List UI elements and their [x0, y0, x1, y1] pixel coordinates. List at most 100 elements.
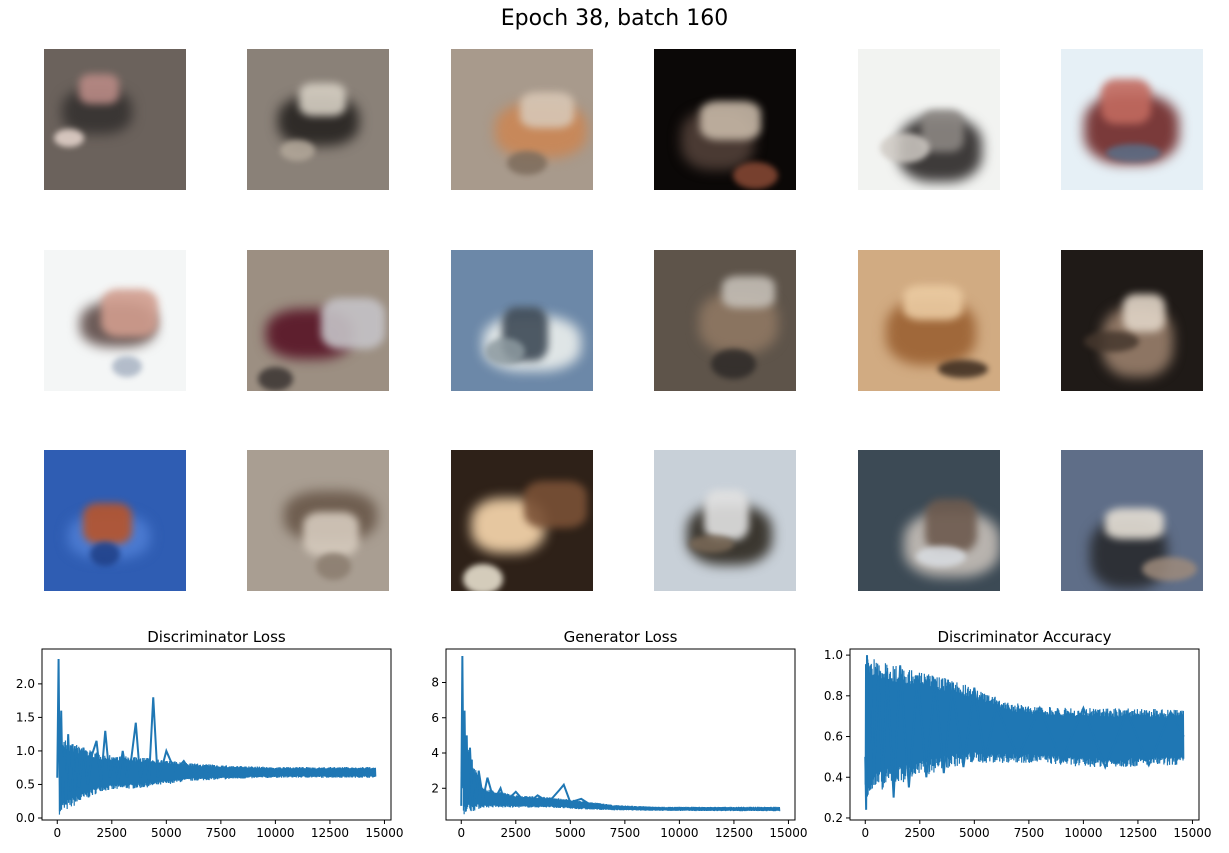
generated-sample-image — [654, 49, 796, 190]
generated-sample-image — [247, 250, 389, 391]
figure-title: Epoch 38, batch 160 — [500, 6, 729, 31]
x-tick-label: 5000 — [555, 826, 586, 840]
image-region — [101, 289, 158, 337]
generated-sample-image — [451, 250, 593, 391]
chart-2: Discriminator Accuracy 0 2500 5000 7500 10000… — [824, 628, 1212, 840]
generated-sample-image — [858, 250, 1000, 391]
chart-frame — [41, 648, 392, 821]
y-tick-label: 1.0 — [16, 744, 35, 758]
chart-plot-area — [56, 659, 377, 815]
series-line — [56, 659, 374, 812]
chart-frame — [445, 648, 796, 821]
image-region — [316, 553, 351, 580]
generated-sample-image — [451, 450, 593, 591]
x-tick-label: 2500 — [97, 826, 128, 840]
x-tick-label: 15000 — [365, 826, 403, 840]
x-tick-label: 0 — [53, 826, 61, 840]
generated-sample-image — [1061, 450, 1203, 591]
y-tick-label: 0.8 — [824, 689, 843, 703]
x-tick-label: 10000 — [660, 826, 698, 840]
x-tick-label: 10000 — [1064, 826, 1102, 840]
image-region — [112, 356, 142, 377]
x-tick-label: 0 — [457, 826, 465, 840]
generated-sample-image — [44, 49, 186, 190]
image-region — [258, 367, 293, 391]
x-tick-label: 10000 — [256, 826, 294, 840]
y-tick-label: 4 — [431, 746, 439, 760]
y-tick-label: 2.0 — [16, 677, 35, 691]
image-region — [524, 481, 587, 528]
image-region — [299, 83, 346, 116]
image-region — [79, 74, 119, 104]
image-region — [1142, 557, 1197, 581]
y-tick-label: 2 — [431, 781, 439, 795]
generated-sample-image — [44, 250, 186, 391]
image-region — [83, 503, 132, 544]
generated-sample-image — [247, 450, 389, 591]
y-tick-label: 0.5 — [16, 777, 35, 791]
generated-sample-image — [858, 49, 1000, 190]
chart-plot-area — [864, 655, 1185, 810]
generated-sample-image — [44, 450, 186, 591]
series-line — [864, 655, 1185, 810]
image-region — [1084, 331, 1139, 352]
generated-sample-image — [247, 49, 389, 190]
y-tick-label: 1.5 — [16, 710, 35, 724]
image-region — [704, 490, 749, 540]
image-region — [711, 349, 756, 379]
series-noise-trace — [462, 738, 781, 815]
image-region — [880, 133, 930, 163]
image-region — [1106, 144, 1161, 162]
x-tick-label: 7500 — [610, 826, 641, 840]
image-region — [700, 101, 761, 140]
image-region — [689, 535, 734, 553]
image-region — [303, 512, 359, 556]
image-region — [916, 546, 966, 567]
chart-1: Generator Loss 0 2500 5000 7500 10000 12500 150… — [431, 628, 807, 840]
x-tick-label: 2500 — [501, 826, 532, 840]
image-region — [1101, 79, 1151, 124]
series-line — [460, 656, 780, 810]
y-tick-label: 0.0 — [16, 811, 35, 825]
x-tick-label: 12500 — [1119, 826, 1157, 840]
image-region — [54, 129, 84, 147]
chart-title: Discriminator Loss — [147, 628, 286, 646]
image-region — [733, 162, 778, 189]
image-region — [1105, 508, 1164, 539]
image-region — [938, 360, 988, 378]
image-region — [925, 499, 977, 552]
image-region — [321, 298, 385, 349]
image-region — [722, 276, 775, 308]
series-noise-trace — [864, 659, 1185, 797]
x-tick-label: 12500 — [311, 826, 349, 840]
y-tick-label: 0.6 — [824, 730, 843, 744]
x-tick-label: 0 — [861, 826, 869, 840]
generated-sample-image — [654, 250, 796, 391]
generated-sample-image — [654, 450, 796, 591]
series-noise-trace — [58, 740, 377, 815]
x-tick-label: 15000 — [1173, 826, 1211, 840]
x-tick-label: 7500 — [206, 826, 237, 840]
image-region — [507, 151, 547, 175]
x-tick-label: 2500 — [905, 826, 936, 840]
chart-title: Discriminator Accuracy — [937, 628, 1111, 646]
y-tick-label: 0.2 — [824, 811, 843, 825]
image-region — [485, 338, 525, 365]
generated-sample-image — [451, 49, 593, 190]
x-tick-label: 15000 — [769, 826, 807, 840]
image-region — [463, 564, 503, 591]
x-tick-label: 7500 — [1014, 826, 1045, 840]
chart-title: Generator Loss — [564, 628, 678, 646]
chart-0: Discriminator Loss 0 2500 5000 7500 10000 1250… — [16, 628, 404, 840]
chart-frame — [849, 648, 1200, 821]
y-tick-label: 1.0 — [824, 648, 843, 662]
y-tick-label: 0.4 — [824, 770, 843, 784]
x-tick-label: 12500 — [715, 826, 753, 840]
image-region — [903, 285, 963, 320]
image-region — [280, 140, 315, 161]
x-tick-label: 5000 — [959, 826, 990, 840]
image-region — [520, 92, 574, 128]
generated-sample-image — [1061, 250, 1203, 391]
chart-plot-area — [460, 656, 781, 815]
generated-sample-image — [1061, 49, 1203, 190]
